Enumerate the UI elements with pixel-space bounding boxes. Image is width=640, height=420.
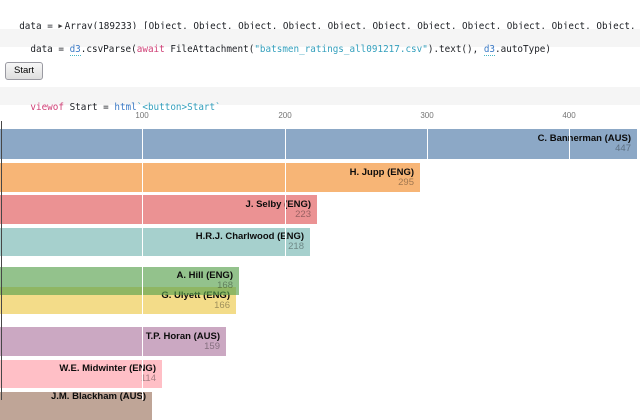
token-plain: .csvParse( [80,44,137,55]
bar-label: H.R.J. Charlwood (ENG) [195,231,304,242]
bar-label: A. Hill (ENG) [176,270,233,281]
bar-value: 114 [140,373,156,384]
bar-row: H.R.J. Charlwood (ENG) 218 [0,228,310,256]
bar-chart: C. Bannerman (AUS) 447 H. Jupp (ENG) 295 J. … [0,108,640,420]
axis-tick-label: 300 [420,111,434,120]
inspector-prefix: data = [19,21,59,32]
bar-label: J. Selby (ENG) [245,198,311,210]
gridline [569,121,570,400]
bar-value: 168 [217,280,233,291]
token-plain: ).text(), [427,44,484,55]
token-d3: d3 [69,44,81,56]
bar-value: 223 [295,208,311,220]
gridline [285,121,286,400]
bar-label: G. Ulyett (ENG) [161,289,230,301]
bar-row: J. Selby (ENG) 223 [0,195,317,224]
code-line-csvparse: data = d3.csvParse(await FileAttachment(… [0,29,640,68]
array-inspector-row[interactable]: data = ▶ Array(189233) [Object, Object, O… [8,8,640,33]
bar-row: A. Hill (ENG) 168 [0,267,239,295]
bar-label: C. Bannerman (AUS) [537,133,631,144]
token-d3: d3 [483,44,496,56]
bar-label: T.P. Horan (AUS) [145,330,220,342]
bar-label: J.M. Blackham (AUS) [50,391,146,402]
bar-row: H. Jupp (ENG) 295 [0,163,420,192]
token-viewof-keyword: viewof [30,102,64,113]
token-plain: FileAttachment( [164,44,255,55]
start-button[interactable]: Start [5,62,44,80]
bar-row: T.P. Horan (AUS) 159 [0,327,226,356]
axis-tick-label: 100 [135,111,149,120]
token-plain: .autoType) [495,44,552,55]
token-html-tag-function: html [114,102,137,113]
array-preview: Array(189233) [Object, Object, Object, O… [64,21,640,32]
token-template-string: `<button>Start` [136,102,221,113]
bar-value: 159 [204,340,220,352]
code-line-viewof: viewof Start = html`<button>Start` [0,87,640,126]
bar-value: 166 [214,299,230,311]
token-plain: Start = [63,102,115,113]
bar-label: W.E. Midwinter (ENG) [59,363,156,374]
axis-tick-label: 200 [278,111,292,120]
y-axis-line [1,121,2,400]
bar-label: H. Jupp (ENG) [349,166,414,178]
bar-row: W.E. Midwinter (ENG) 114 [0,360,162,388]
code-cell-viewof[interactable]: viewof Start = html`<button>Start` [0,87,640,113]
bar-value: 218 [288,241,304,252]
bar-value: 447 [615,143,631,154]
token-filename-string: "batsmen_ratings_all091217.csv" [254,44,428,55]
bar-value: 295 [398,176,414,188]
gridline [142,121,143,400]
bar-row: C. Bannerman (AUS) 447 [0,129,637,159]
axis-tick-label: 400 [562,111,576,120]
code-cell-csvparse[interactable]: data = d3.csvParse(await FileAttachment(… [0,29,640,56]
bar-row: J.M. Blackham (AUS) [0,392,152,420]
token-await-keyword: await [136,44,165,55]
expand-triangle-icon[interactable]: ▶ [58,22,63,30]
gridline [427,121,428,400]
token-plain: data = [30,44,70,55]
